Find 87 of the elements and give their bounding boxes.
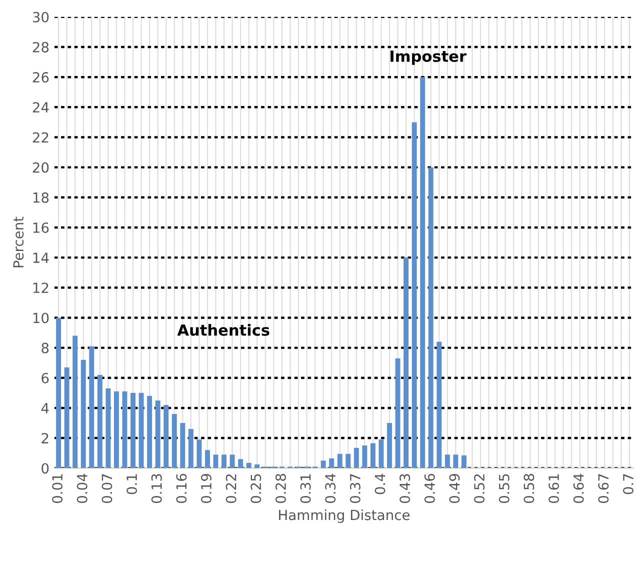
annotation: Authentics xyxy=(177,324,270,336)
bar xyxy=(387,423,392,468)
x-tick-label: 0.49 xyxy=(449,474,460,503)
x-tick-label: 0.37 xyxy=(350,474,360,503)
bar xyxy=(64,367,70,468)
y-tick-label: 16 xyxy=(33,222,49,233)
x-tick-label: 0.25 xyxy=(250,474,262,503)
y-tick-label: 24 xyxy=(32,102,49,112)
x-tick-label: 0.58 xyxy=(524,474,534,503)
bar xyxy=(180,423,186,468)
bar xyxy=(122,391,128,468)
bar xyxy=(106,388,111,468)
bar xyxy=(395,358,400,468)
annotation: Imposter xyxy=(390,50,466,65)
bar xyxy=(114,391,119,468)
bar xyxy=(164,404,169,468)
x-tick-label: 0.43 xyxy=(400,474,410,503)
bar xyxy=(254,464,260,468)
y-tick-label: 12 xyxy=(33,282,48,293)
bar xyxy=(222,454,227,468)
x-tick-label: 0.52 xyxy=(474,474,485,503)
bar xyxy=(196,440,202,468)
bar xyxy=(238,459,244,468)
bar xyxy=(213,454,218,468)
bar xyxy=(354,448,359,468)
bar xyxy=(147,396,152,468)
x-tick-label: 0.07 xyxy=(102,474,112,503)
x-tick-label: 0.1 xyxy=(126,474,138,494)
bar xyxy=(56,318,62,468)
bar xyxy=(337,454,342,468)
y-tick-label: 2 xyxy=(42,433,48,444)
y-tick-label: 18 xyxy=(33,192,49,203)
bar xyxy=(230,454,235,468)
x-axis-title: Hamming Distance xyxy=(279,509,410,523)
bar xyxy=(370,443,376,468)
bar xyxy=(172,414,177,468)
x-tick-label: 0.19 xyxy=(201,474,212,503)
y-tick-label: 20 xyxy=(32,162,49,173)
bar xyxy=(138,392,144,468)
bar xyxy=(97,374,102,468)
bar xyxy=(188,429,194,468)
bar xyxy=(362,446,368,468)
y-tick-label: 22 xyxy=(32,132,48,143)
bar xyxy=(436,342,442,468)
bar xyxy=(80,360,86,468)
y-tick-label: 8 xyxy=(42,342,49,354)
bar xyxy=(420,77,426,468)
y-tick-label: 10 xyxy=(33,312,49,324)
bar xyxy=(346,454,351,468)
x-tick-label: 0.13 xyxy=(151,474,162,503)
y-axis-title: Percent xyxy=(13,216,24,268)
bar xyxy=(72,336,78,468)
y-tick-label: 30 xyxy=(32,12,49,22)
bar xyxy=(155,400,160,468)
y-tick-label: 0 xyxy=(42,463,49,474)
x-tick-label: 0.4 xyxy=(374,474,386,494)
y-tick-label: 28 xyxy=(32,42,49,52)
bar xyxy=(428,167,434,468)
x-tick-label: 0.01 xyxy=(52,474,63,503)
y-tick-label: 14 xyxy=(33,252,49,263)
bar xyxy=(461,455,466,468)
bar xyxy=(412,122,417,468)
x-tick-label: 0.04 xyxy=(76,474,88,503)
x-tick-label: 0.31 xyxy=(300,474,311,503)
x-tick-label: 0.55 xyxy=(498,474,510,503)
bar xyxy=(378,440,384,468)
bar xyxy=(89,346,94,468)
bar xyxy=(246,462,252,468)
x-tick-label: 0.22 xyxy=(226,474,236,503)
x-tick-label: 0.34 xyxy=(325,474,336,503)
x-tick-label: 0.61 xyxy=(548,474,560,503)
bar xyxy=(130,392,136,468)
x-tick-label: 0.28 xyxy=(275,474,286,503)
x-tick-label: 0.64 xyxy=(573,474,584,503)
y-tick-label: 26 xyxy=(32,72,49,83)
x-tick-label: 0.7 xyxy=(622,474,634,494)
y-tick-label: 4 xyxy=(41,403,49,414)
bar xyxy=(453,454,458,468)
x-tick-label: 0.16 xyxy=(176,474,187,503)
bar xyxy=(444,454,450,468)
bar xyxy=(320,460,326,468)
y-tick-label: 6 xyxy=(42,372,49,384)
x-tick-label: 0.46 xyxy=(424,474,435,503)
x-tick-label: 0.67 xyxy=(598,474,609,503)
bar xyxy=(204,450,210,468)
bar xyxy=(404,258,409,468)
bar xyxy=(329,458,334,468)
